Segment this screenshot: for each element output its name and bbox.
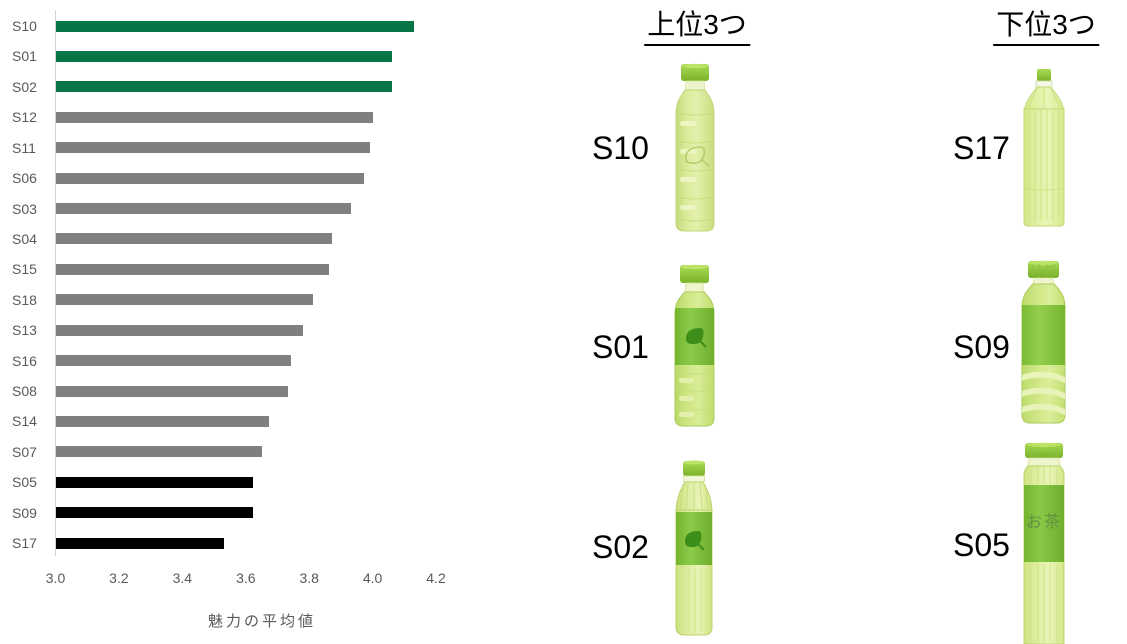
bar	[56, 50, 393, 62]
category-label: S14	[12, 413, 37, 430]
bottle-s17-image	[1023, 69, 1065, 227]
y-axis-line	[55, 10, 56, 556]
category-label: S13	[12, 322, 37, 339]
bar	[56, 20, 415, 32]
bottle-s09-image	[1021, 260, 1066, 424]
panel-bottom3-title: 下位3つ	[993, 8, 1099, 46]
leaf-icon	[684, 531, 705, 551]
x-tick-label: 3.4	[172, 570, 193, 586]
bottle-cap	[681, 64, 709, 81]
bottle-label-s09: S09	[953, 329, 1010, 365]
category-label: S08	[12, 383, 37, 400]
category-label: S04	[12, 230, 37, 247]
bottle-label-s02: S02	[592, 529, 649, 565]
category-label: S16	[12, 352, 37, 369]
category-label: S10	[12, 18, 37, 34]
category-label: S06	[12, 170, 37, 187]
bar	[56, 142, 370, 154]
bottle-label-s17: S17	[953, 130, 1010, 166]
bar	[56, 415, 269, 427]
bottle-label-s10: S10	[592, 130, 649, 166]
x-tick-label: 4.2	[426, 570, 446, 586]
bar	[56, 263, 329, 275]
category-label: S02	[12, 78, 37, 95]
bottle-green-label	[1022, 305, 1065, 365]
bar	[56, 81, 393, 93]
bar	[56, 172, 364, 184]
bar	[56, 203, 351, 215]
bar	[56, 294, 313, 306]
bottle-s05-image: お茶	[1023, 442, 1065, 644]
x-tick-label: 3.6	[236, 570, 256, 586]
category-label: S11	[12, 139, 36, 156]
x-tick-label: 3.8	[299, 570, 319, 586]
leaf-icon	[685, 328, 707, 348]
bottle-green-label	[1024, 485, 1064, 562]
bottle-s02-image	[675, 460, 713, 636]
bar	[56, 476, 253, 488]
category-label: S03	[12, 200, 37, 217]
bottle-label-s05: S05	[953, 527, 1010, 563]
category-label: S12	[12, 109, 37, 126]
bar	[56, 324, 304, 336]
bottle-label-text: お茶	[1026, 513, 1062, 531]
category-label: S09	[12, 504, 37, 521]
category-label: S05	[12, 474, 37, 491]
bar	[56, 446, 263, 458]
x-axis-title: 魅力の平均値	[207, 613, 317, 630]
bar	[56, 233, 332, 245]
category-label: S18	[12, 291, 37, 308]
category-label: S07	[12, 443, 37, 460]
category-label: S01	[12, 48, 37, 65]
panel-top3-title: 上位3つ	[644, 8, 750, 46]
bar-chart: S10 S01 S02 S12 S11 S06 S03 S04 S15 S18 S13 S16 S08 S…	[0, 0, 470, 644]
bar	[56, 385, 288, 397]
spiral-ribs	[1022, 371, 1065, 415]
bottle-s01-image	[674, 264, 715, 427]
bar	[56, 111, 374, 123]
bar	[56, 507, 253, 519]
bar	[56, 537, 225, 549]
category-label: S15	[12, 261, 37, 278]
x-tick-label: 3.0	[45, 570, 66, 586]
bottle-s10-image	[675, 63, 715, 232]
x-tick-label: 4.0	[362, 570, 383, 586]
x-tick-label: 3.2	[109, 570, 129, 586]
leaf-watermark-icon	[684, 146, 710, 167]
category-label: S17	[12, 535, 37, 552]
bar	[56, 355, 291, 367]
bottle-label-s01: S01	[592, 329, 649, 365]
